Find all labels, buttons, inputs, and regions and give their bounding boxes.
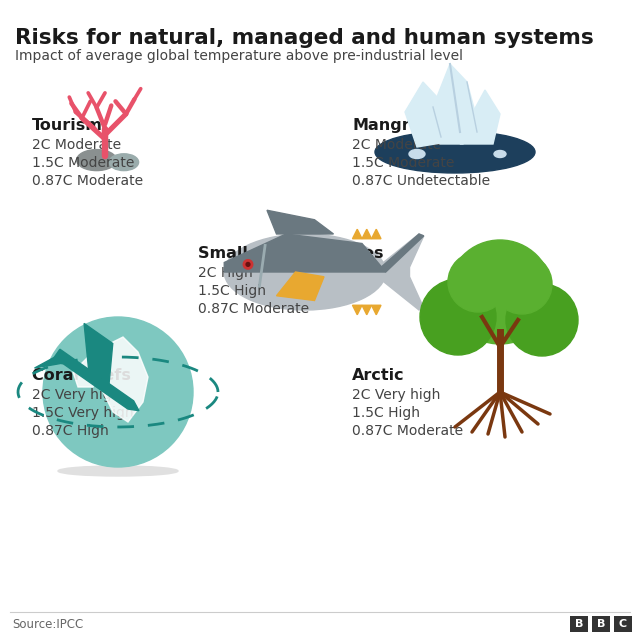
Circle shape	[43, 317, 193, 467]
Text: 0.87C Moderate: 0.87C Moderate	[352, 424, 463, 438]
Text: Risks for natural, managed and human systems: Risks for natural, managed and human sys…	[15, 28, 594, 48]
Ellipse shape	[109, 154, 139, 171]
Text: Arctic: Arctic	[352, 368, 404, 383]
Polygon shape	[103, 337, 148, 422]
Ellipse shape	[409, 150, 425, 159]
Polygon shape	[371, 305, 381, 315]
Circle shape	[506, 284, 578, 356]
Circle shape	[420, 279, 496, 355]
Ellipse shape	[224, 234, 386, 310]
Text: 1.5C High: 1.5C High	[198, 284, 266, 298]
Polygon shape	[353, 229, 362, 239]
Polygon shape	[433, 64, 475, 144]
Polygon shape	[405, 82, 447, 147]
Circle shape	[246, 262, 250, 266]
Text: 2C Moderate: 2C Moderate	[352, 138, 441, 152]
Text: Coral reefs: Coral reefs	[32, 368, 131, 383]
Polygon shape	[381, 234, 424, 272]
Polygon shape	[224, 234, 386, 272]
Polygon shape	[362, 229, 371, 239]
Text: B: B	[575, 619, 583, 629]
Polygon shape	[54, 349, 139, 411]
Polygon shape	[381, 234, 424, 310]
Polygon shape	[267, 211, 333, 234]
Text: 2C Moderate: 2C Moderate	[32, 138, 121, 152]
Ellipse shape	[77, 150, 116, 171]
Polygon shape	[353, 305, 362, 315]
Polygon shape	[73, 357, 98, 387]
Circle shape	[448, 252, 508, 312]
Text: B: B	[597, 619, 605, 629]
Text: 1.5C Very high: 1.5C Very high	[32, 406, 134, 420]
Polygon shape	[362, 305, 371, 315]
Text: C: C	[619, 619, 627, 629]
Ellipse shape	[58, 466, 178, 476]
Polygon shape	[276, 272, 324, 301]
Text: Tourism: Tourism	[32, 118, 103, 133]
FancyBboxPatch shape	[614, 616, 632, 632]
Ellipse shape	[375, 131, 535, 173]
Polygon shape	[35, 357, 62, 368]
Text: 0.87C Undetectable: 0.87C Undetectable	[352, 175, 490, 188]
Text: 0.87C High: 0.87C High	[32, 424, 109, 438]
Text: 2C Very high: 2C Very high	[32, 388, 120, 402]
Polygon shape	[84, 323, 113, 383]
Circle shape	[243, 260, 253, 269]
Text: Impact of average global temperature above pre-industrial level: Impact of average global temperature abo…	[15, 49, 463, 63]
Text: 0.87C Moderate: 0.87C Moderate	[198, 302, 310, 316]
FancyBboxPatch shape	[592, 616, 610, 632]
Circle shape	[448, 240, 552, 344]
Text: 2C High: 2C High	[198, 266, 253, 280]
FancyBboxPatch shape	[570, 616, 588, 632]
Polygon shape	[371, 229, 381, 239]
Text: Mangroves: Mangroves	[352, 118, 451, 133]
Circle shape	[492, 254, 552, 314]
Polygon shape	[460, 90, 500, 144]
Text: 1.5C Moderate: 1.5C Moderate	[352, 156, 454, 170]
Text: 2C Very high: 2C Very high	[352, 388, 440, 402]
Text: Source:IPCC: Source:IPCC	[12, 618, 83, 631]
Text: 1.5C Moderate: 1.5C Moderate	[32, 156, 134, 170]
Ellipse shape	[494, 150, 506, 157]
Text: 1.5C High: 1.5C High	[352, 406, 420, 420]
Text: 0.87C Moderate: 0.87C Moderate	[32, 175, 143, 188]
Text: Small scale fisheries: Small scale fisheries	[198, 246, 384, 261]
